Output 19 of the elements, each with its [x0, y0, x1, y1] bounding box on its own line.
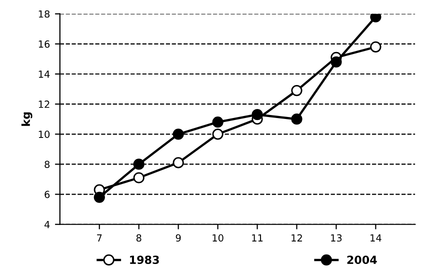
x-tick-label: 13	[331, 234, 342, 242]
y-tick-label: 14	[38, 70, 50, 78]
x-tick-label: 12	[292, 234, 302, 242]
y-tick-label: 12	[38, 100, 50, 108]
x-tick-label: 10	[212, 234, 224, 242]
x-tick-label: 8	[136, 234, 142, 242]
x-tick-label: 7	[97, 234, 102, 242]
y-tick-label: 6	[44, 190, 50, 198]
legend-label: 1983	[130, 256, 159, 264]
x-tick-label: 11	[252, 234, 263, 242]
y-tick-label: 18	[38, 10, 50, 18]
y-tick-label: 4	[44, 220, 50, 228]
y-axis-title: kg	[21, 112, 32, 126]
y-tick-label: 16	[38, 40, 50, 48]
x-tick-label: 9	[176, 234, 181, 242]
x-tick-label: 14	[370, 234, 382, 242]
y-tick-label: 8	[44, 160, 50, 168]
y-tick-label: 10	[38, 130, 50, 138]
legend-label: 2004	[347, 256, 377, 264]
